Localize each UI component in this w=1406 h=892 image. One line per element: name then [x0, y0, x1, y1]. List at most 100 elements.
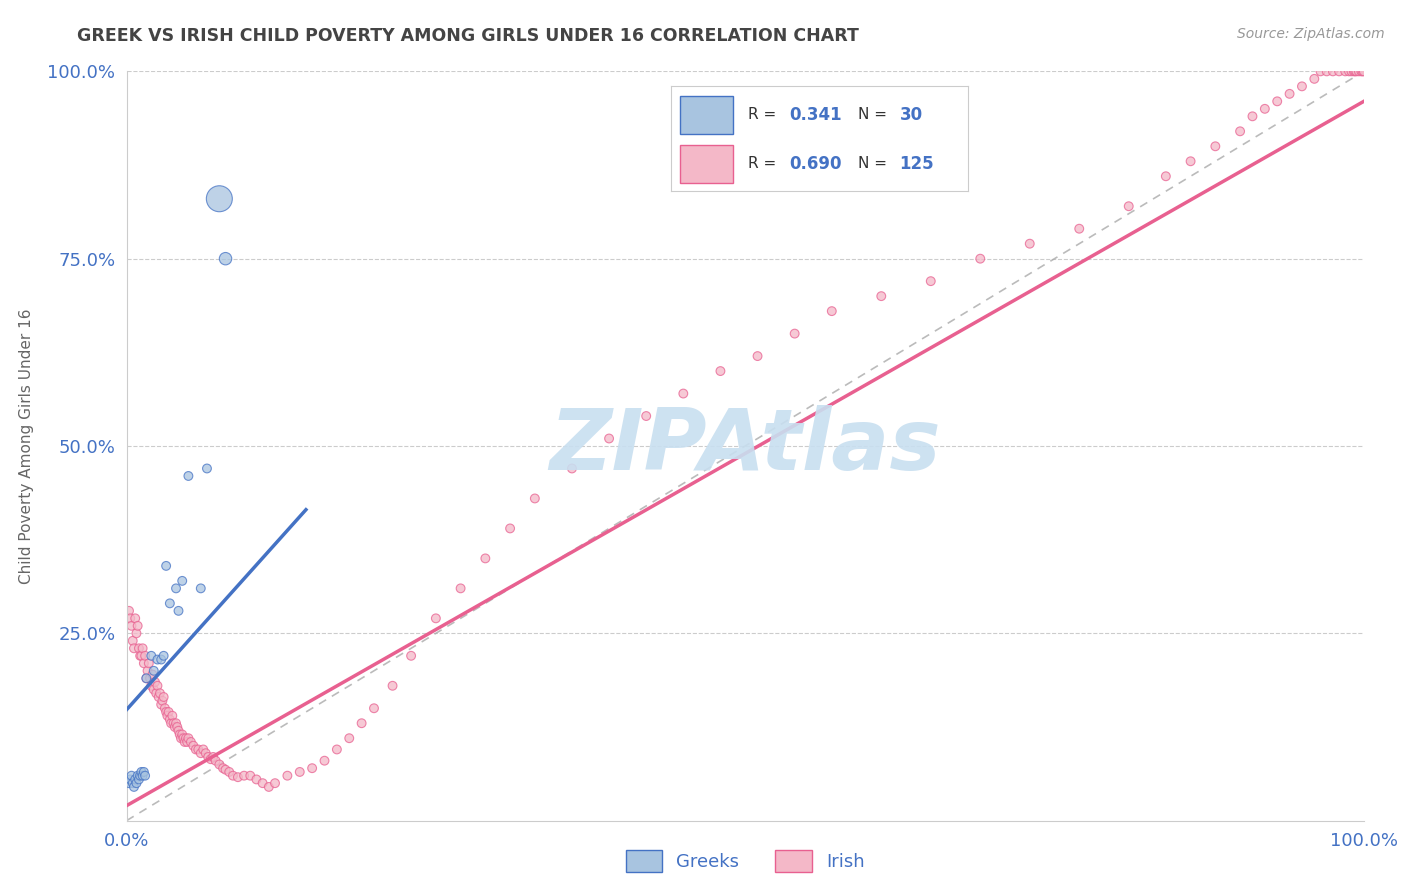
Point	[276, 769, 298, 783]
Point	[124, 611, 146, 625]
Point	[187, 742, 209, 756]
Point	[177, 469, 200, 483]
Point	[152, 648, 174, 663]
Point	[125, 776, 148, 790]
Point	[1018, 236, 1040, 251]
Point	[208, 192, 231, 206]
Point	[150, 652, 173, 666]
Point	[1327, 64, 1350, 78]
Point	[138, 657, 160, 671]
Point	[870, 289, 893, 303]
Point	[131, 769, 153, 783]
Point	[122, 780, 145, 794]
Point	[1303, 71, 1326, 86]
Point	[399, 648, 422, 663]
Point	[177, 731, 200, 746]
Point	[1229, 124, 1251, 138]
Point	[214, 252, 236, 266]
Point	[190, 582, 212, 596]
Point	[1353, 64, 1375, 78]
Point	[121, 769, 143, 783]
Text: GREEK VS IRISH CHILD POVERTY AMONG GIRLS UNDER 16 CORRELATION CHART: GREEK VS IRISH CHILD POVERTY AMONG GIRLS…	[77, 27, 859, 45]
Point	[152, 690, 174, 704]
Point	[160, 716, 183, 731]
Point	[121, 619, 143, 633]
Legend: Greeks, Irish: Greeks, Irish	[619, 843, 872, 879]
Point	[245, 772, 267, 787]
Point	[288, 764, 311, 779]
Point	[132, 764, 155, 779]
Point	[1344, 64, 1367, 78]
Point	[155, 558, 177, 573]
Point	[214, 763, 236, 777]
Point	[672, 386, 695, 401]
Point	[1334, 64, 1357, 78]
Point	[264, 776, 287, 790]
Point	[1278, 87, 1301, 101]
Point	[155, 705, 177, 719]
Point	[118, 776, 141, 790]
Point	[146, 652, 169, 666]
Point	[194, 746, 217, 760]
Point	[202, 750, 225, 764]
Point	[167, 604, 190, 618]
Point	[145, 686, 167, 700]
Point	[195, 461, 218, 475]
Point	[167, 723, 190, 738]
Point	[173, 735, 195, 749]
Point	[1180, 154, 1202, 169]
Point	[363, 701, 385, 715]
Point	[143, 675, 166, 690]
Point	[314, 754, 336, 768]
Point	[969, 252, 991, 266]
Point	[1118, 199, 1140, 213]
Point	[598, 432, 620, 446]
Point	[121, 776, 143, 790]
Point	[136, 664, 159, 678]
Point	[204, 754, 226, 768]
Point	[783, 326, 806, 341]
Point	[159, 713, 181, 727]
Point	[159, 596, 181, 610]
Point	[218, 764, 240, 779]
Point	[184, 742, 207, 756]
Point	[1337, 64, 1360, 78]
Point	[152, 694, 174, 708]
Point	[1204, 139, 1226, 153]
Point	[200, 752, 222, 766]
Point	[124, 772, 146, 787]
Point	[1265, 95, 1288, 109]
Point	[233, 769, 256, 783]
Point	[183, 739, 205, 753]
Point	[1322, 64, 1344, 78]
Point	[337, 731, 360, 746]
Point	[1347, 64, 1369, 78]
Point	[474, 551, 496, 566]
Point	[150, 698, 173, 712]
Point	[135, 671, 157, 685]
Point	[1316, 64, 1339, 78]
Point	[239, 769, 262, 783]
Point	[135, 671, 157, 685]
Point	[1241, 109, 1264, 123]
Point	[172, 727, 194, 741]
Point	[1343, 64, 1365, 78]
Y-axis label: Child Poverty Among Girls Under 16: Child Poverty Among Girls Under 16	[18, 309, 34, 583]
Point	[165, 716, 187, 731]
Point	[301, 761, 323, 775]
Point	[636, 409, 658, 423]
Text: ZIPAtlas: ZIPAtlas	[550, 404, 941, 488]
Point	[709, 364, 731, 378]
Point	[326, 742, 349, 756]
Point	[153, 701, 176, 715]
Point	[208, 757, 231, 772]
Point	[127, 769, 149, 783]
Point	[131, 641, 153, 656]
Point	[1350, 64, 1372, 78]
Point	[166, 720, 188, 734]
Point	[1069, 221, 1091, 235]
Point	[139, 671, 162, 685]
Point	[118, 604, 141, 618]
Point	[165, 582, 187, 596]
Point	[1154, 169, 1177, 184]
